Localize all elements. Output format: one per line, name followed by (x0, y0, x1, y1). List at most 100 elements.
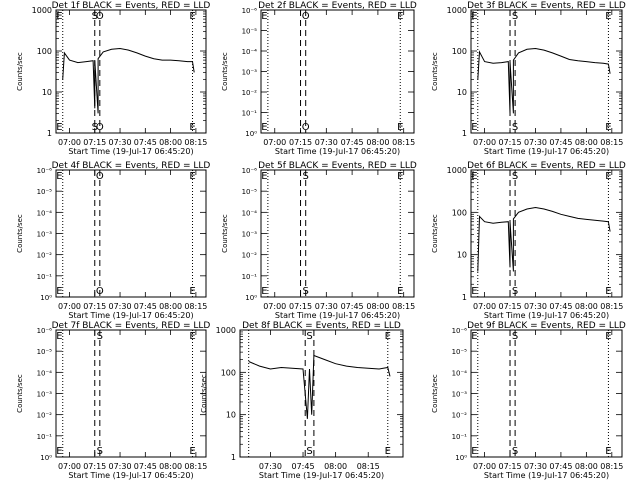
marker-label: S (306, 446, 312, 457)
marker-label: S (512, 171, 518, 182)
y-axis-label: Counts/sec (16, 214, 24, 253)
y-axis-label: Counts/sec (200, 374, 208, 413)
x-tick-label: 08:15 (184, 302, 207, 311)
x-tick-label: 08:00 (575, 302, 598, 311)
x-tick-label: 07:30 (109, 462, 132, 471)
x-tick-label: 07:45 (134, 138, 157, 147)
y-tick-label: 1000 (32, 6, 52, 15)
y-tick-label: 10⁻⁶ (37, 327, 53, 335)
x-tick-label: 07:00 (58, 138, 81, 147)
marker-label: E (471, 11, 477, 22)
y-tick-label: 10⁻³ (37, 391, 53, 399)
x-tick-label: 07:45 (549, 138, 572, 147)
marker-label: E (471, 122, 477, 133)
x-tick-label: 08:15 (357, 462, 380, 471)
marker-label: S (512, 331, 518, 342)
marker-label: E (189, 446, 195, 457)
x-tick-label: 08:15 (392, 138, 415, 147)
marker-label: E (56, 446, 62, 457)
marker-label: E (56, 122, 62, 133)
marker-label: E (471, 171, 477, 182)
y-tick-label: 1 (462, 293, 467, 302)
x-tick-label: 07:15 (289, 138, 312, 147)
panel-title: Det 2f BLACK = Events, RED = LLD (258, 1, 417, 11)
panel-title: Det 8f BLACK = Events, RED = LLD (242, 321, 401, 331)
y-axis-label: Counts/sec (221, 214, 229, 253)
x-tick-label: 07:30 (524, 138, 547, 147)
x-tick-label: 08:00 (575, 462, 598, 471)
x-tick-label: 07:15 (83, 462, 106, 471)
y-tick-label: 10⁻⁵ (37, 188, 53, 196)
marker-label: S (512, 11, 518, 22)
x-tick-label: 07:00 (473, 462, 496, 471)
marker-label: E (471, 286, 477, 297)
x-tick-label: 07:00 (473, 302, 496, 311)
marker-label: E (189, 286, 195, 297)
series-line-events (62, 47, 195, 114)
x-tick-label: 07:45 (134, 302, 157, 311)
x-tick-label: 08:15 (600, 302, 623, 311)
x-tick-label: 07:15 (498, 462, 521, 471)
y-tick-label: 10⁻⁵ (37, 348, 53, 356)
marker-label: S (97, 446, 103, 457)
x-tick-label: 07:45 (341, 302, 364, 311)
panel-title: Det 5f BLACK = Events, RED = LLD (258, 161, 417, 171)
plot-frame (55, 329, 207, 458)
y-axis-label: Counts/sec (16, 374, 24, 413)
marker-label: E (385, 331, 391, 342)
y-tick-label: 10⁰ (40, 294, 52, 302)
y-tick-label: 10⁻³ (242, 231, 258, 239)
x-tick-label: 08:15 (184, 462, 207, 471)
x-tick-label: 07:45 (341, 138, 364, 147)
y-tick-label: 10 (457, 251, 467, 260)
marker-label: E (471, 446, 477, 457)
panel-det-3: Det 3f BLACK = Events, RED = LLD 1 10 100 10… (431, 1, 626, 156)
x-axis-label: Start Time (19-Jul-17 06:45:20) (68, 311, 193, 320)
y-tick-label: 10⁻³ (452, 391, 468, 399)
y-tick-label: 100 (221, 368, 236, 377)
x-tick-label: 07:30 (315, 302, 338, 311)
y-tick-label: 10⁻² (452, 412, 468, 420)
x-axis-label: Start Time (19-Jul-17 06:45:20) (484, 311, 609, 320)
y-tick-label: 10⁻¹ (37, 433, 53, 441)
y-tick-label: 10⁰ (245, 294, 257, 302)
marker-label: E (385, 446, 391, 457)
marker-label: E (397, 122, 403, 133)
x-tick-label: 08:15 (600, 138, 623, 147)
marker-label: O (302, 122, 310, 133)
y-tick-label: 10⁻⁵ (242, 28, 258, 36)
panel-title: Det 6f BLACK = Events, RED = LLD (467, 161, 626, 171)
x-tick-label: 07:30 (109, 302, 132, 311)
marker-label: E (261, 122, 267, 133)
y-tick-label: 1 (462, 129, 467, 138)
marker-label: E (56, 286, 62, 297)
x-tick-label: 07:30 (259, 462, 282, 471)
x-axis-label: Start Time (19-Jul-17 06:45:20) (259, 471, 384, 480)
marker-label: E (56, 171, 62, 182)
marker-label: E (189, 122, 195, 133)
panel-det-4: Det 4f BLACK = Events, RED = LLD 10⁰ 10⁻¹ 1… (16, 161, 210, 320)
x-tick-label: 07:00 (263, 302, 286, 311)
x-axis-label: Start Time (19-Jul-17 06:45:20) (275, 311, 400, 320)
marker-label: S (306, 331, 312, 342)
x-tick-label: 07:15 (83, 138, 106, 147)
x-tick-label: 07:00 (58, 462, 81, 471)
x-tick-label: 07:15 (498, 138, 521, 147)
y-tick-label: 10⁻² (242, 252, 258, 260)
y-tick-label: 1000 (447, 6, 467, 15)
plot-frame (260, 9, 415, 134)
y-tick-label: 10⁻¹ (242, 273, 258, 281)
marker-label: E (261, 171, 267, 182)
y-tick-label: 1 (231, 453, 236, 462)
plot-frame (470, 329, 623, 458)
x-tick-label: 08:00 (159, 462, 182, 471)
plot-frame (470, 9, 623, 134)
x-tick-label: 07:30 (524, 302, 547, 311)
x-tick-label: 07:45 (549, 302, 572, 311)
marker-label: E (397, 171, 403, 182)
x-axis-label: Start Time (19-Jul-17 06:45:20) (275, 147, 400, 156)
panel-title: Det 9f BLACK = Events, RED = LLD (467, 321, 626, 331)
x-tick-label: 07:00 (263, 138, 286, 147)
marker-label: S (512, 446, 518, 457)
